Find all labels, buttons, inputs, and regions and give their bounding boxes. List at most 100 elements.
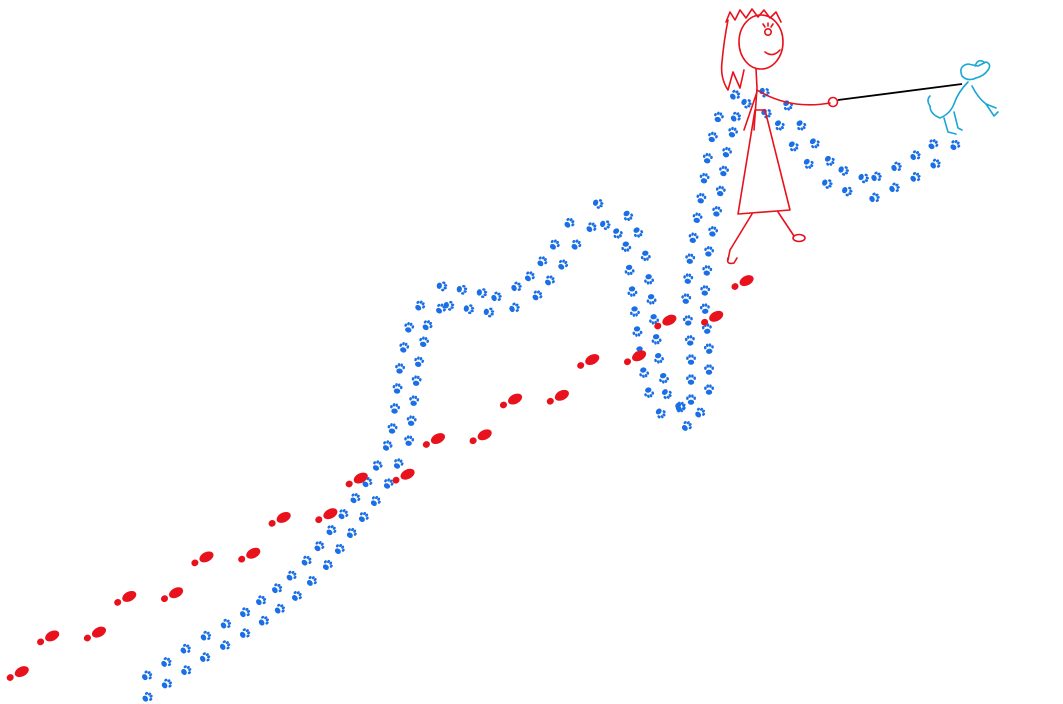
- paw-print: [569, 237, 584, 252]
- paw-print: [701, 264, 713, 277]
- paw-print: [856, 171, 871, 185]
- paw-print: [707, 225, 719, 238]
- paw-print: [650, 333, 662, 346]
- paw-print: [408, 394, 420, 407]
- paw-print: [368, 493, 383, 509]
- paw-print: [682, 273, 694, 285]
- paw-print: [652, 351, 665, 365]
- paw-print: [218, 617, 233, 632]
- paw-print: [547, 237, 562, 252]
- paw-print: [397, 341, 411, 354]
- paw-print: [887, 181, 902, 195]
- arm-right: [756, 89, 831, 106]
- leg-back: [727, 213, 753, 261]
- footprint: [82, 624, 108, 644]
- paw-print: [840, 184, 854, 198]
- smile: [764, 49, 781, 56]
- paw-print: [237, 605, 253, 620]
- footprint: [421, 430, 447, 451]
- hair: [720, 19, 745, 91]
- paw-print: [686, 374, 696, 385]
- paw-print: [237, 626, 252, 641]
- paw-print: [726, 125, 740, 139]
- footprint: [729, 272, 756, 293]
- paw-print-trail: [139, 85, 963, 704]
- footprint: [4, 663, 31, 684]
- paw-print: [475, 287, 488, 299]
- foot-front: [792, 233, 806, 243]
- hair-bangs: [725, 8, 782, 23]
- paw-print: [403, 434, 415, 447]
- paw-print: [699, 284, 711, 297]
- paw-print: [435, 280, 448, 292]
- footprint: [313, 506, 340, 526]
- foot-back: [726, 257, 738, 265]
- paw-print: [304, 573, 319, 589]
- paw-print: [691, 211, 704, 224]
- paw-print: [391, 382, 403, 395]
- paw-print: [299, 553, 314, 569]
- dog-back-leg-2: [953, 111, 963, 131]
- paw-print: [311, 539, 327, 554]
- paw-print: [410, 374, 423, 387]
- eyelashes: [762, 22, 774, 28]
- paw-print: [686, 394, 696, 405]
- paw-print: [643, 273, 655, 286]
- paw-print: [420, 318, 435, 333]
- paw-print: [489, 290, 504, 304]
- paw-print: [455, 283, 468, 296]
- paw-print: [631, 325, 643, 338]
- paw-print: [386, 422, 398, 435]
- paw-print: [591, 197, 605, 210]
- paw-print: [370, 458, 384, 473]
- paw-print: [412, 298, 428, 313]
- paw-print: [482, 306, 495, 319]
- paw-print: [159, 655, 174, 670]
- dog-ear: [974, 59, 985, 67]
- paw-print: [645, 293, 657, 306]
- paw-print: [289, 588, 304, 604]
- paw-print: [712, 110, 725, 124]
- paw-print: [801, 156, 816, 171]
- paw-print: [706, 130, 719, 144]
- dog-back-leg: [943, 117, 957, 135]
- paw-print: [320, 557, 335, 573]
- paw-print: [197, 650, 212, 665]
- paw-print: [626, 285, 638, 298]
- paw-print: [620, 208, 635, 223]
- paw-print: [908, 148, 923, 163]
- paw-print: [679, 418, 694, 434]
- dog-front-leg: [985, 103, 999, 117]
- paw-print: [344, 525, 359, 541]
- paw-print: [714, 185, 727, 197]
- paw-print: [253, 593, 269, 608]
- paw-print: [139, 668, 155, 683]
- footprint: [266, 509, 293, 530]
- paw-print: [684, 334, 696, 347]
- paw-print: [405, 414, 418, 427]
- paw-print: [704, 384, 714, 395]
- paw-print: [908, 170, 923, 185]
- paw-print: [284, 568, 299, 584]
- paw-print: [269, 581, 285, 596]
- paw-print: [620, 240, 632, 253]
- eye: [763, 27, 772, 36]
- footprint: [467, 427, 494, 447]
- footprint: [236, 545, 263, 566]
- paw-print: [198, 629, 213, 644]
- paw-print: [682, 314, 694, 327]
- paw-print: [703, 245, 715, 258]
- paw-print: [323, 523, 339, 538]
- paw-print: [598, 218, 612, 232]
- footprint: [390, 466, 417, 487]
- leg-front: [777, 211, 795, 237]
- paw-print: [542, 273, 557, 288]
- footprint: [622, 348, 648, 368]
- footprint: [544, 387, 571, 408]
- paw-print: [786, 139, 801, 154]
- paw-print: [380, 438, 394, 453]
- footprint-trail: [4, 272, 756, 684]
- paw-print: [534, 254, 550, 269]
- paw-print: [507, 301, 522, 315]
- paw-print: [179, 663, 194, 678]
